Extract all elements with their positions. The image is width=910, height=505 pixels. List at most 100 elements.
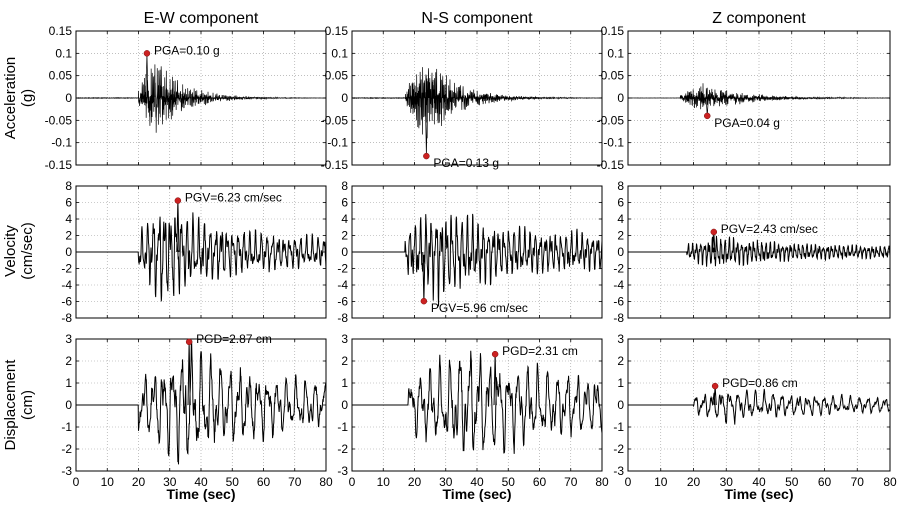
peak-label: PGV=6.23 cm/sec — [185, 191, 282, 205]
y-tick-label: 2 — [65, 354, 72, 368]
panel-acceleration-ns: -0.15 -0.1 -0.05 0 0.05 0.1 0.15 PGA=0.13 g — [321, 24, 603, 172]
peak-marker — [143, 50, 151, 57]
peak-marker — [704, 112, 711, 120]
peak-label: PGV=5.96 cm/sec — [431, 301, 528, 315]
x-tick-label: 60 — [533, 475, 547, 489]
ylabel-velocity-line1: Velocity — [2, 225, 19, 277]
y-tick-label: 0 — [65, 398, 72, 412]
y-tick-label: 0 — [617, 398, 624, 412]
x-tick-label: 10 — [377, 475, 391, 489]
x-tick-label: 50 — [226, 475, 240, 489]
peak-marker — [423, 152, 430, 160]
x-tick-label: 40 — [752, 475, 766, 489]
y-tick-label: 0.15 — [49, 24, 73, 38]
y-tick-label: -4 — [61, 278, 72, 292]
ylabel-velocity-line2: (cm/sec) — [19, 222, 36, 280]
x-tick-label: 40 — [194, 475, 208, 489]
x-tick-label: 80 — [319, 475, 333, 489]
signal-trace — [75, 53, 327, 133]
y-tick-label: 0 — [341, 91, 348, 105]
xlabel-ns: Time (sec) — [443, 486, 512, 502]
y-tick-label: -3 — [61, 464, 72, 478]
y-tick-label: -2 — [337, 442, 348, 456]
y-tick-label: 0 — [65, 245, 72, 259]
y-tick-label: 0 — [341, 245, 348, 259]
x-tick-label: 20 — [408, 475, 422, 489]
y-tick-label: 0.15 — [325, 24, 349, 38]
x-tick-label: 10 — [101, 475, 115, 489]
peak-label: PGD=2.31 cm — [502, 344, 578, 358]
column-title-z: Z component — [712, 10, 806, 27]
y-tick-label: 0.1 — [331, 46, 348, 60]
panel-acceleration-ew: -0.15 -0.1 -0.05 0 0.05 0.1 0.15 PGA=0.10 g — [45, 24, 327, 172]
y-tick-label: -0.15 — [321, 158, 349, 172]
peak-marker — [174, 197, 182, 204]
y-tick-label: -0.1 — [327, 136, 348, 150]
axes-box — [627, 338, 891, 472]
y-tick-label: 0 — [617, 245, 624, 259]
y-tick-label: -8 — [613, 311, 624, 325]
y-tick-label: 1 — [341, 376, 348, 390]
column-title-ns: N-S component — [421, 10, 533, 27]
y-tick-label: -6 — [613, 295, 624, 309]
y-tick-label: -0.1 — [51, 136, 72, 150]
y-tick-label: 8 — [65, 179, 72, 193]
x-tick-label: 50 — [502, 475, 516, 489]
y-tick-label: 0.15 — [601, 24, 625, 38]
x-tick-label: 0 — [349, 475, 356, 489]
x-tick-label: 20 — [687, 475, 701, 489]
y-tick-label: -2 — [613, 442, 624, 456]
xlabel-z: Time (sec) — [725, 486, 794, 502]
y-tick-label: 2 — [341, 354, 348, 368]
y-tick-label: -0.15 — [45, 158, 73, 172]
peak-marker — [710, 228, 718, 236]
y-tick-label: 0.05 — [601, 69, 625, 83]
y-tick-label: 2 — [617, 354, 624, 368]
x-tick-label: 70 — [564, 475, 578, 489]
x-tick-label: 30 — [439, 475, 453, 489]
y-tick-label: -4 — [613, 278, 624, 292]
y-tick-label: 0 — [617, 91, 624, 105]
panel-acceleration-z: -0.15 -0.1 -0.05 0 0.05 0.1 0.15 PGA=0.04 g — [597, 24, 891, 172]
peak-label: PGA=0.04 g — [714, 116, 780, 130]
peak-label: PGD=2.87 cm — [196, 332, 272, 346]
ylabel-displacement-line1: Displacement — [2, 359, 19, 451]
signal-trace — [76, 200, 327, 302]
y-tick-label: 3 — [341, 332, 348, 346]
axes-box — [627, 30, 891, 166]
x-tick-label: 10 — [654, 475, 668, 489]
y-tick-label: 6 — [341, 196, 348, 210]
y-tick-label: -2 — [337, 262, 348, 276]
y-tick-label: -8 — [61, 311, 72, 325]
y-tick-label: -3 — [613, 464, 624, 478]
y-tick-label: 2 — [617, 229, 624, 243]
panel-velocity-ns: -8 -6 -4 -2 0 2 4 6 8 PGV=5.96 cm/sec — [337, 179, 603, 325]
y-tick-label: 4 — [617, 212, 624, 226]
x-tick-label: 60 — [257, 475, 271, 489]
x-tick-label: 40 — [470, 475, 484, 489]
x-tick-label: 70 — [288, 475, 302, 489]
panel-displacement-ew: 0 10 20 30 40 50 60 70 80 -3 -2 -1 0 1 2 3 PGD=2.87 cm — [61, 332, 333, 489]
y-tick-label: 6 — [617, 196, 624, 210]
axes-box — [75, 338, 327, 472]
x-tick-label: 80 — [883, 475, 897, 489]
y-tick-label: 0.1 — [55, 46, 72, 60]
y-tick-label: -0.05 — [597, 113, 625, 127]
x-tick-label: 0 — [625, 475, 632, 489]
y-tick-label: -1 — [613, 420, 624, 434]
y-tick-label: -2 — [61, 262, 72, 276]
y-tick-label: 4 — [65, 212, 72, 226]
x-tick-label: 0 — [73, 475, 80, 489]
peak-marker — [711, 382, 719, 390]
x-tick-label: 70 — [851, 475, 865, 489]
x-tick-label: 30 — [720, 475, 734, 489]
peak-marker — [491, 350, 499, 358]
axes-box — [351, 30, 603, 166]
y-tick-label: -4 — [337, 278, 348, 292]
y-tick-label: -0.15 — [597, 158, 625, 172]
y-tick-label: 3 — [65, 332, 72, 346]
ylabel-acceleration-line2: (g) — [19, 89, 36, 107]
column-title-ew: E-W component — [144, 10, 259, 27]
y-tick-label: -6 — [337, 295, 348, 309]
